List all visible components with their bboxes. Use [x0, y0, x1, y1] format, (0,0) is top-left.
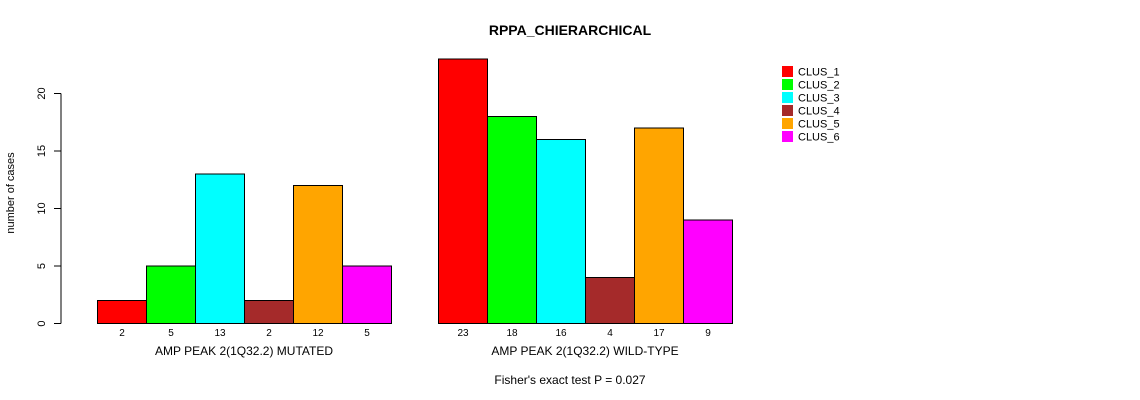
legend-swatch-clus-2	[782, 79, 793, 90]
y-tick-label: 20	[36, 87, 48, 99]
legend-label-clus-4: CLUS_4	[798, 106, 840, 118]
y-tick-label: 15	[36, 145, 48, 157]
legend-label-clus-6: CLUS_6	[798, 132, 840, 144]
bar-count-label: 12	[312, 328, 324, 339]
bar-clus-1-group-1	[97, 300, 147, 324]
chart-title: RPPA_CHIERARCHICAL	[489, 22, 652, 38]
legend-swatch-clus-3	[782, 92, 793, 103]
bar-count-labels: 2 5 13 2 12 5 23 18 16 4 17 9	[119, 328, 711, 339]
bar-clus-6-group-1	[342, 265, 392, 324]
bar-count-label: 5	[364, 328, 370, 339]
bar-count-label: 23	[457, 328, 469, 339]
bar-clus-4-group-1	[244, 300, 294, 324]
bar-count-label: 2	[266, 328, 272, 339]
y-tick-label: 10	[36, 202, 48, 214]
legend-label-clus-3: CLUS_3	[798, 93, 840, 105]
bar-count-label: 2	[119, 328, 125, 339]
bar-count-label: 18	[506, 328, 518, 339]
y-tick-label: 0	[36, 320, 48, 326]
y-tick-label: 5	[36, 263, 48, 269]
legend-swatch-clus-4	[782, 105, 793, 116]
bar-count-label: 17	[653, 328, 665, 339]
bar-count-label: 13	[214, 328, 226, 339]
bar-count-label: 16	[555, 328, 567, 339]
bar-clus-2-group-1	[146, 265, 196, 324]
group-label-1: AMP PEAK 2(1Q32.2) MUTATED	[155, 344, 333, 358]
group-labels: AMP PEAK 2(1Q32.2) MUTATED AMP PEAK 2(1Q3…	[155, 344, 679, 358]
legend-label-clus-2: CLUS_2	[798, 80, 840, 92]
bar-count-label: 9	[705, 328, 711, 339]
bars-layer	[97, 58, 733, 324]
legend-swatch-clus-1	[782, 66, 793, 77]
bar-clus-5-group-1	[293, 185, 343, 324]
y-axis: 0 5 10 15 20	[36, 87, 62, 327]
group-label-2: AMP PEAK 2(1Q32.2) WILD-TYPE	[491, 344, 678, 358]
legend-label-clus-5: CLUS_5	[798, 119, 840, 131]
bar-clus-1-group-2	[438, 58, 488, 324]
bar-clus-2-group-2	[487, 116, 537, 324]
bar-clus-3-group-2	[536, 139, 586, 324]
legend-label-clus-1: CLUS_1	[798, 67, 840, 79]
y-axis-label: number of cases	[5, 152, 17, 234]
bar-count-label: 4	[607, 328, 613, 339]
bar-count-label: 5	[168, 328, 174, 339]
bar-clus-3-group-1	[195, 173, 245, 324]
bar-clus-4-group-2	[585, 277, 635, 324]
bar-clus-5-group-2	[634, 127, 684, 324]
fisher-test-footnote: Fisher's exact test P = 0.027	[494, 373, 645, 387]
legend-swatch-clus-6	[782, 131, 793, 142]
bar-clus-6-group-2	[683, 219, 733, 324]
legend-swatch-clus-5	[782, 118, 793, 129]
